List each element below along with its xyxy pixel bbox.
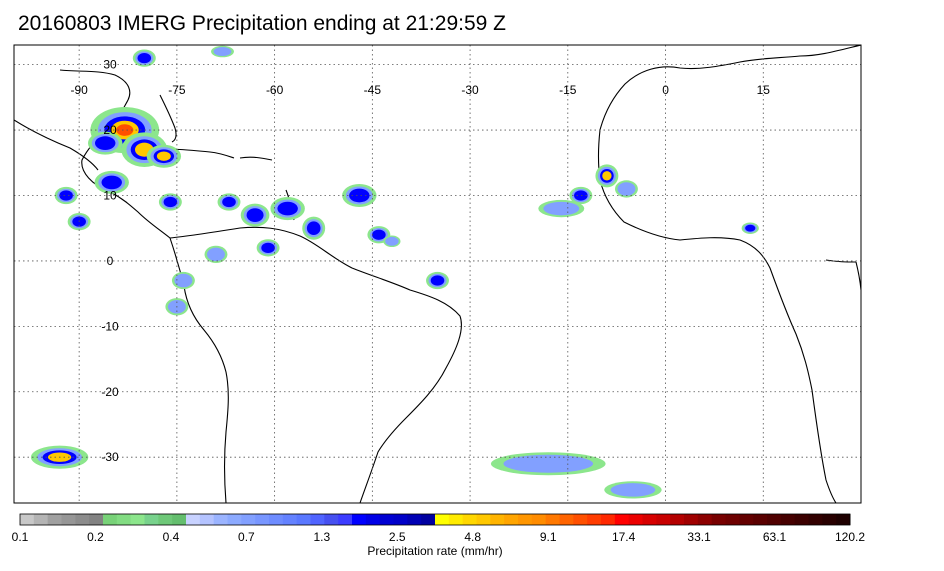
precip-cell xyxy=(95,136,116,150)
lat-label: -30 xyxy=(101,450,119,464)
colorbar-tick-label: 120.2 xyxy=(835,530,865,544)
lat-label: 30 xyxy=(103,58,117,72)
precip-cell xyxy=(602,171,612,181)
precip-cell xyxy=(385,236,399,246)
colorbar-ticks: 0.1 0.2 0.4 0.7 1.3 2.5 4.8 9.1 17.4 33.1 63.1 120.… xyxy=(12,530,866,544)
colorbar-tick-label: 33.1 xyxy=(687,530,711,544)
lat-label: 20 xyxy=(103,123,117,137)
lat-label: 10 xyxy=(103,188,117,202)
precip-cell xyxy=(207,247,225,262)
lon-label: -15 xyxy=(559,83,577,97)
precip-cell xyxy=(213,47,232,57)
colorbar-tick-label: 0.1 xyxy=(12,530,29,544)
lon-label: -75 xyxy=(168,83,186,97)
colorbar-tick-label: 2.5 xyxy=(389,530,406,544)
graticule xyxy=(14,45,861,503)
precip-cell xyxy=(543,201,580,216)
lat-label: 0 xyxy=(107,254,114,268)
precip-cell xyxy=(116,124,134,136)
colorbar-tick-label: 17.4 xyxy=(612,530,636,544)
precip-cell xyxy=(246,208,264,222)
colorbar-tick-label: 0.7 xyxy=(238,530,255,544)
precip-cell xyxy=(174,273,193,288)
lon-label: 15 xyxy=(757,83,771,97)
precip-cell xyxy=(163,196,178,208)
precip-cell xyxy=(574,190,588,201)
grid-labels: -90 -75 -60 -45 -30 -15 0 15 30 20 10 0 -10 -20 -30 xyxy=(70,58,770,465)
precip-cell xyxy=(306,221,321,236)
colorbar-tick-label: 63.1 xyxy=(763,530,787,544)
precip-cell xyxy=(261,242,275,253)
precip-cell xyxy=(59,190,73,201)
map-title: 20160803 IMERG Precipitation ending at 2… xyxy=(18,12,506,35)
precip-cell xyxy=(101,175,122,190)
lat-label: -10 xyxy=(101,319,119,333)
colorbar-tick-label: 0.2 xyxy=(87,530,104,544)
lon-label: -30 xyxy=(461,83,479,97)
colorbar-tick-label: 4.8 xyxy=(464,530,481,544)
colorbar-label: Precipitation rate (mm/hr) xyxy=(367,544,502,558)
precip-cell xyxy=(137,52,152,64)
precip-cell xyxy=(372,229,386,240)
colorbar-tick-label: 9.1 xyxy=(540,530,557,544)
precip-cell xyxy=(610,483,656,497)
map-frame xyxy=(13,44,862,504)
lon-label: -90 xyxy=(70,83,88,97)
precip-cell xyxy=(503,454,594,473)
precip-cell xyxy=(349,188,370,203)
precip-cell xyxy=(277,201,298,216)
lon-label: -60 xyxy=(266,83,284,97)
precip-cell xyxy=(156,151,171,161)
precip-cell xyxy=(430,275,445,286)
lon-label: -45 xyxy=(364,83,382,97)
colorbar-tick-label: 1.3 xyxy=(313,530,330,544)
colorbar-tick-label: 0.4 xyxy=(163,530,180,544)
lon-label: 0 xyxy=(662,83,669,97)
lat-label: -20 xyxy=(101,385,119,399)
precip-cell xyxy=(222,196,236,208)
precipitation-map: -90 -75 -60 -45 -30 -15 0 15 30 20 10 0 -10 -20 -30 xyxy=(13,44,862,504)
precip-cell xyxy=(617,182,636,196)
precipitation-layer xyxy=(30,45,759,499)
precip-cell xyxy=(745,224,756,232)
